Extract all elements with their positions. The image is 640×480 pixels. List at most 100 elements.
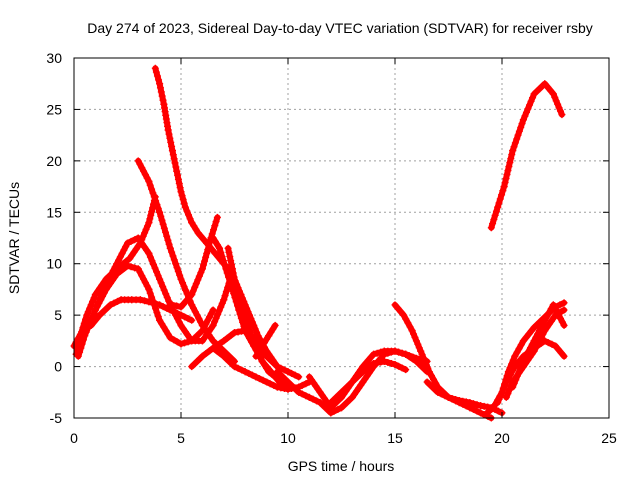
data-point bbox=[171, 159, 179, 167]
data-point bbox=[158, 216, 166, 224]
data-point bbox=[202, 350, 210, 358]
data-point bbox=[211, 222, 219, 230]
data-point bbox=[166, 334, 174, 342]
data-point bbox=[515, 368, 523, 376]
data-point bbox=[152, 197, 160, 205]
data-point bbox=[186, 215, 194, 223]
data-point bbox=[417, 347, 425, 355]
data-point bbox=[180, 199, 188, 207]
data-point bbox=[153, 201, 161, 209]
data-point bbox=[154, 204, 162, 212]
data-point bbox=[106, 301, 114, 309]
data-point bbox=[448, 394, 456, 402]
data-point bbox=[500, 183, 508, 191]
data-point bbox=[247, 330, 255, 338]
data-point bbox=[175, 179, 183, 187]
data-point bbox=[480, 402, 488, 410]
data-point bbox=[377, 358, 385, 366]
data-point bbox=[201, 257, 209, 265]
data-point bbox=[244, 322, 252, 330]
data-point bbox=[305, 393, 313, 401]
data-point bbox=[552, 97, 560, 105]
data-point bbox=[225, 248, 233, 256]
data-point bbox=[148, 293, 156, 301]
data-point bbox=[270, 381, 278, 389]
y-tick-label: 25 bbox=[46, 101, 62, 117]
data-point bbox=[491, 211, 499, 219]
series-arc16 bbox=[391, 301, 495, 422]
data-point bbox=[215, 307, 223, 315]
data-point bbox=[437, 390, 445, 398]
data-point bbox=[291, 371, 299, 379]
data-point bbox=[252, 373, 260, 381]
data-point bbox=[473, 407, 481, 415]
data-point bbox=[164, 236, 172, 244]
data-point bbox=[214, 310, 222, 318]
data-point bbox=[511, 139, 519, 147]
x-axis-label: GPS time / hours bbox=[288, 458, 395, 474]
data-point bbox=[441, 392, 449, 400]
data-point bbox=[166, 244, 174, 252]
data-point bbox=[391, 347, 399, 355]
data-point bbox=[242, 314, 250, 322]
data-point bbox=[434, 388, 442, 396]
data-point bbox=[141, 297, 149, 305]
data-point bbox=[209, 344, 217, 352]
data-point bbox=[405, 352, 413, 360]
data-point bbox=[280, 385, 288, 393]
data-point bbox=[362, 365, 370, 373]
y-axis-label: SDTVAR / TECUs bbox=[6, 182, 22, 294]
data-point bbox=[288, 369, 296, 377]
data-point bbox=[506, 159, 514, 167]
data-point bbox=[139, 232, 147, 240]
data-point bbox=[284, 368, 292, 376]
data-point bbox=[280, 366, 288, 374]
data-point bbox=[160, 224, 168, 232]
data-point bbox=[499, 187, 507, 195]
data-point bbox=[223, 269, 231, 277]
data-point bbox=[513, 135, 521, 143]
data-point bbox=[197, 269, 205, 277]
data-point bbox=[150, 301, 158, 309]
data-point bbox=[210, 226, 218, 234]
data-point bbox=[222, 287, 230, 295]
data-point bbox=[188, 291, 196, 299]
data-point bbox=[89, 297, 97, 305]
data-point bbox=[199, 261, 207, 269]
data-point bbox=[189, 287, 197, 295]
data-point bbox=[145, 177, 153, 185]
data-point bbox=[240, 310, 248, 318]
data-point bbox=[177, 188, 185, 196]
data-point bbox=[245, 327, 253, 335]
data-point bbox=[556, 301, 564, 309]
data-point bbox=[515, 127, 523, 135]
data-point bbox=[83, 311, 91, 319]
data-point bbox=[370, 359, 378, 367]
data-point bbox=[509, 147, 517, 155]
data-point bbox=[499, 385, 507, 393]
data-point bbox=[86, 304, 94, 312]
data-point bbox=[253, 328, 261, 336]
data-point bbox=[148, 208, 156, 216]
data-point bbox=[136, 296, 144, 304]
data-point bbox=[228, 261, 236, 269]
data-point bbox=[430, 375, 438, 383]
data-point bbox=[387, 359, 395, 367]
series-arc12 bbox=[252, 321, 279, 360]
data-point bbox=[82, 328, 90, 336]
data-point bbox=[218, 253, 226, 261]
series-arc4 bbox=[91, 262, 217, 348]
data-point bbox=[127, 237, 135, 245]
data-point bbox=[498, 191, 506, 199]
data-point bbox=[116, 267, 124, 275]
data-point bbox=[164, 126, 172, 134]
chart-title: Day 274 of 2023, Sidereal Day-to-day VTE… bbox=[87, 20, 593, 36]
data-point bbox=[492, 207, 500, 215]
data-point bbox=[156, 275, 164, 283]
data-point bbox=[513, 348, 521, 356]
data-point bbox=[415, 344, 423, 352]
data-point bbox=[174, 171, 182, 179]
data-point bbox=[509, 366, 517, 374]
data-point bbox=[173, 264, 181, 272]
